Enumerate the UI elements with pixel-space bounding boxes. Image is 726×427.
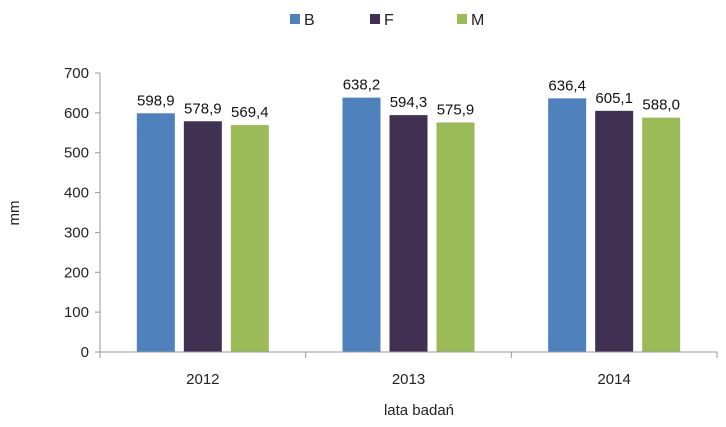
legend-label-B: B — [304, 12, 315, 29]
bars — [136, 97, 681, 353]
data-label-B-2013: 638,2 — [343, 77, 381, 94]
data-label-F-2012: 578,9 — [184, 100, 222, 117]
bar-F-2014 — [595, 110, 634, 352]
data-label-B-2014: 636,4 — [548, 77, 586, 94]
data-label-M-2013: 575,9 — [437, 101, 475, 118]
data-label-M-2014: 588,0 — [642, 97, 680, 114]
y-tick-label: 300 — [64, 224, 89, 241]
y-tick-label: 400 — [64, 185, 89, 202]
x-tick-label: 2014 — [597, 371, 630, 388]
data-label-F-2013: 594,3 — [390, 94, 428, 111]
x-tick-label: 2012 — [186, 371, 219, 388]
data-label-B-2012: 598,9 — [137, 92, 175, 109]
y-tick-label: 200 — [64, 264, 89, 281]
x-tick-label: 2013 — [392, 371, 425, 388]
bar-F-2013 — [389, 115, 428, 352]
data-labels: 598,9 578,9 569,4 638,2 594,3 575,9 636,4 605,1… — [137, 77, 680, 121]
y-tick-label: 0 — [81, 344, 89, 361]
y-axis: 0 100 200 300 400 500 600 700 — [64, 65, 101, 361]
bar-B-2013 — [342, 97, 381, 352]
legend-label-M: M — [471, 12, 484, 29]
data-label-M-2012: 569,4 — [231, 104, 269, 121]
y-tick-label: 500 — [64, 145, 89, 162]
legend-label-F: F — [384, 12, 394, 29]
bar-M-2013 — [436, 122, 475, 353]
x-axis: 2012 2013 2014 — [99, 351, 718, 388]
legend-swatch-B — [290, 14, 300, 24]
legend-swatch-M — [457, 14, 467, 24]
x-axis-title: lata badań — [384, 402, 454, 419]
bar-B-2014 — [548, 98, 587, 352]
bar-M-2012 — [230, 125, 269, 352]
bar-B-2012 — [136, 113, 175, 353]
data-label-F-2014: 605,1 — [595, 90, 633, 107]
y-axis-title: mm — [6, 201, 23, 226]
y-tick-label: 100 — [64, 304, 89, 321]
bar-F-2012 — [183, 121, 222, 352]
y-tick-label: 600 — [64, 105, 89, 122]
legend-swatch-F — [370, 14, 380, 24]
bar-M-2014 — [642, 117, 681, 352]
y-tick-label: 700 — [64, 65, 89, 82]
